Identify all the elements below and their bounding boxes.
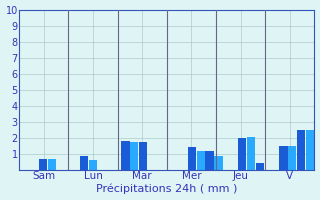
Bar: [188, 147, 196, 170]
Bar: [48, 159, 56, 170]
X-axis label: Précipitations 24h ( mm ): Précipitations 24h ( mm ): [96, 184, 237, 194]
Bar: [39, 159, 47, 170]
Bar: [214, 156, 223, 170]
Bar: [247, 137, 255, 170]
Bar: [139, 142, 147, 170]
Bar: [238, 138, 246, 170]
Bar: [130, 142, 139, 170]
Bar: [89, 160, 97, 170]
Bar: [80, 156, 88, 170]
Bar: [297, 130, 305, 170]
Bar: [306, 130, 314, 170]
Bar: [288, 146, 296, 170]
Bar: [279, 146, 288, 170]
Bar: [256, 163, 264, 170]
Bar: [121, 141, 130, 170]
Bar: [196, 151, 205, 170]
Bar: [205, 151, 214, 170]
